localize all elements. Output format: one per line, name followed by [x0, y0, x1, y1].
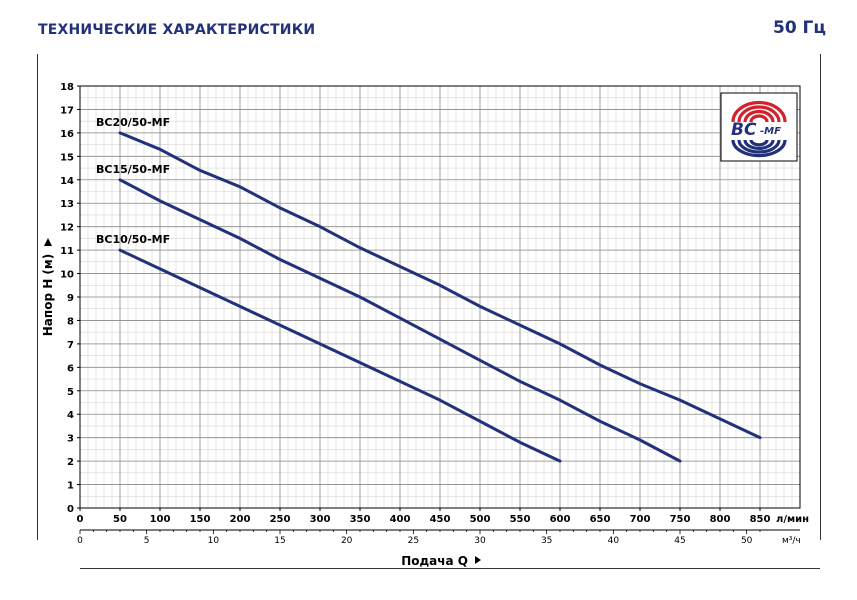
x2-tick-label: 45: [674, 536, 685, 546]
logo-arc: [731, 139, 787, 158]
x-tick-label: 150: [190, 514, 211, 525]
x2-tick-label: 50: [741, 536, 753, 546]
x-tick-label: 500: [470, 514, 491, 525]
x-tick-label: 250: [270, 514, 291, 525]
x-tick-label: 450: [430, 514, 451, 525]
series-label: BC15/50-MF: [96, 163, 170, 176]
x-tick-label: 600: [550, 514, 571, 525]
page-title: ТЕХНИЧЕСКИЕ ХАРАКТЕРИСТИКИ: [38, 22, 316, 38]
x-tick-label: 550: [510, 514, 531, 525]
logo-arc: [743, 139, 775, 150]
series-label: BC20/50-MF: [96, 116, 170, 129]
y-tick-label: 3: [67, 434, 74, 445]
x-tick-label: 200: [230, 514, 251, 525]
y-tick-label: 13: [60, 199, 74, 210]
x-tick-label: 800: [710, 514, 731, 525]
x2-tick-label: 15: [274, 536, 285, 546]
y-tick-label: 16: [60, 129, 74, 140]
x2-tick-label: 20: [341, 536, 353, 546]
y-tick-label: 4: [67, 410, 74, 421]
x-tick-label: 700: [630, 514, 651, 525]
x-tick-label: 650: [590, 514, 611, 525]
logo-suffix: -MF: [760, 126, 781, 137]
x-axis-title-group: Подача Q: [401, 554, 481, 568]
y-tick-label: 8: [67, 316, 74, 327]
logo-arc: [749, 139, 769, 147]
x-tick-label: 300: [310, 514, 331, 525]
series-labels: BC20/50-MF BC15/50-MF BC10/50-MF: [96, 116, 170, 246]
x-unit-label: л/мин: [776, 514, 809, 525]
y-tick-label: 15: [60, 152, 74, 163]
x2-tick-label: 10: [208, 536, 220, 546]
y-tick-label: 0: [67, 504, 74, 515]
x-tick-label: 850: [750, 514, 771, 525]
bc-mf-logo: BC -MF: [720, 92, 798, 162]
left-frame-line: [37, 54, 38, 540]
y-tick-label: 9: [67, 293, 74, 304]
x-tick-label: 100: [150, 514, 171, 525]
frequency-label: 50 Гц: [772, 18, 826, 38]
series-line: [118, 248, 562, 463]
x2-tick-label: 30: [474, 536, 486, 546]
y-tick-label: 10: [60, 270, 74, 281]
y-tick-label: 6: [67, 363, 74, 374]
logo-arc: [737, 105, 781, 123]
x2-tick-label: 35: [541, 536, 552, 546]
x2-unit-label: м³/ч: [782, 536, 801, 546]
x2-tick-label: 5: [144, 536, 150, 546]
x-tick-label: 350: [350, 514, 371, 525]
y-axis-arrow-icon: [44, 238, 52, 246]
logo-arc: [743, 109, 775, 123]
y-tick-label: 5: [67, 387, 74, 398]
y-tick-label: 7: [67, 340, 74, 351]
x2-tick-label: 25: [408, 536, 419, 546]
logo-red-waves-icon: [728, 100, 790, 140]
y-tick-label: 11: [60, 246, 74, 257]
x2-tick-label: 40: [608, 536, 620, 546]
y-tick-label: 2: [67, 457, 74, 468]
y-axis-title: Напор H (м): [41, 254, 55, 336]
y-tick-label: 14: [60, 176, 74, 187]
series-line: [118, 178, 682, 463]
right-frame-line: [820, 54, 821, 540]
x2-tick-label: 0: [77, 536, 83, 546]
x-axis-arrow-icon: [475, 556, 481, 564]
x-tick-label: 0: [77, 514, 84, 525]
x-axis-ticks: 0 50 100 150 200 250 300 350 400 450 500 550 600 650 7…: [77, 508, 771, 525]
logo-text: BC: [731, 120, 757, 140]
logo-arc: [749, 114, 769, 123]
logo-blue-waves-icon: [731, 139, 787, 158]
series-label: BC10/50-MF: [96, 233, 170, 246]
y-tick-label: 1: [67, 481, 74, 492]
x-tick-label: 400: [390, 514, 411, 525]
major-grid: [79, 85, 800, 509]
x-axis-title: Подача Q: [401, 554, 468, 568]
bottom-frame-line: [80, 568, 820, 569]
series-lines: [118, 131, 762, 463]
x-tick-label: 750: [670, 514, 691, 525]
y-tick-label: 18: [60, 82, 74, 93]
x-tick-label: 50: [113, 514, 127, 525]
logo-arc: [737, 139, 781, 154]
logo-mask: [728, 122, 790, 140]
x2-axis: 0 5 10 15 20 25 30 35 40 45 50: [77, 529, 800, 546]
logo-arc: [731, 100, 787, 123]
series-line: [118, 131, 762, 440]
y-tick-label: 17: [60, 105, 74, 116]
y-tick-label: 12: [60, 223, 74, 234]
y-axis-title-group: Напор H (м): [41, 238, 55, 336]
